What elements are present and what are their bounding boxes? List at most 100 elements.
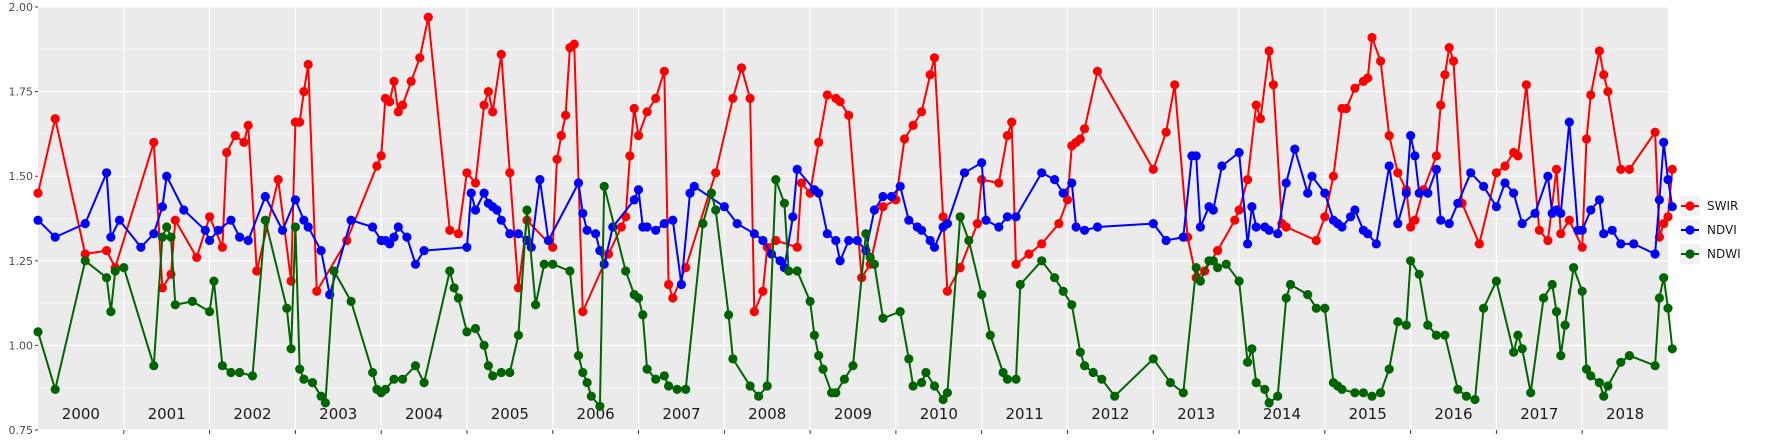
data-point <box>1024 249 1034 259</box>
year-label: 2007 <box>662 405 700 423</box>
data-point <box>1509 188 1519 198</box>
data-point <box>1594 378 1604 388</box>
data-point <box>1448 56 1459 66</box>
data-point <box>33 215 43 225</box>
data-point <box>1054 219 1064 229</box>
data-point <box>1320 188 1330 198</box>
data-point <box>1337 384 1347 394</box>
data-point <box>633 131 644 141</box>
data-point <box>50 384 60 394</box>
data-point <box>573 351 584 361</box>
data-point <box>235 367 245 378</box>
data-point <box>711 168 721 178</box>
data-point <box>114 215 125 225</box>
legend-item-ndwi: NDWI <box>1680 244 1741 264</box>
data-point <box>938 394 948 405</box>
data-point <box>591 229 601 239</box>
data-point <box>33 327 43 337</box>
data-point <box>535 175 545 185</box>
y-tick-label: 0.75 <box>9 424 34 437</box>
data-point <box>217 242 227 252</box>
data-point <box>556 131 566 141</box>
data-point <box>1358 388 1368 398</box>
data-point <box>1406 256 1416 266</box>
year-label: 2004 <box>405 405 443 423</box>
data-point <box>393 107 403 117</box>
data-point <box>277 225 288 235</box>
data-point <box>595 401 605 411</box>
data-point <box>1161 127 1171 137</box>
data-point <box>822 90 832 100</box>
data-point <box>668 293 678 303</box>
data-point <box>1268 80 1278 90</box>
data-point <box>462 327 472 337</box>
data-point <box>513 330 524 340</box>
data-point <box>1629 239 1639 249</box>
series-ndwi <box>33 175 1677 411</box>
data-point <box>1384 161 1394 171</box>
data-point <box>1075 347 1085 357</box>
data-point <box>389 76 399 86</box>
data-point <box>1517 344 1527 354</box>
data-point <box>822 229 832 239</box>
data-point <box>1002 212 1013 222</box>
data-point <box>955 212 965 222</box>
data-point <box>689 181 699 191</box>
data-point <box>672 384 682 394</box>
data-point <box>1479 181 1489 191</box>
data-point <box>1624 164 1634 174</box>
year-label: 2000 <box>62 405 100 423</box>
data-point <box>664 381 674 391</box>
data-point <box>1213 246 1223 256</box>
data-point <box>1659 137 1669 147</box>
y-tick-label: 1.25 <box>9 255 34 268</box>
data-point <box>1453 198 1463 208</box>
data-point <box>299 374 309 384</box>
data-point <box>410 259 421 269</box>
data-point <box>398 100 408 110</box>
data-point <box>1569 263 1579 273</box>
data-point <box>569 39 579 49</box>
data-point <box>573 178 584 188</box>
data-point <box>895 181 905 191</box>
data-point <box>724 310 734 320</box>
legend-item-ndvi: NDVI <box>1680 220 1737 240</box>
data-point <box>758 235 768 246</box>
data-point <box>1551 164 1562 174</box>
data-point <box>831 235 841 246</box>
data-point <box>1530 208 1540 218</box>
data-point <box>668 215 678 225</box>
data-point <box>209 276 219 286</box>
data-point <box>1148 354 1158 364</box>
data-point <box>423 12 433 22</box>
data-point <box>1401 320 1411 330</box>
data-point <box>1479 303 1489 313</box>
data-point <box>299 87 309 97</box>
data-point <box>895 307 905 317</box>
data-point <box>1586 371 1596 381</box>
data-point <box>1148 164 1158 174</box>
data-point <box>599 181 609 191</box>
legend-label: SWIR <box>1707 199 1738 213</box>
year-label: 2014 <box>1263 405 1301 423</box>
data-point <box>633 185 644 195</box>
year-label: 2017 <box>1520 405 1558 423</box>
legend-marker <box>1685 249 1695 259</box>
data-point <box>102 273 112 283</box>
data-point <box>775 256 785 266</box>
data-point <box>1599 229 1609 239</box>
data-point <box>1247 344 1257 354</box>
data-point <box>1513 151 1523 161</box>
data-point <box>685 188 695 198</box>
data-point <box>290 195 300 205</box>
data-point <box>410 361 421 371</box>
data-point <box>239 137 249 147</box>
data-point <box>1234 147 1244 158</box>
data-point <box>170 215 180 225</box>
data-point <box>1234 276 1244 286</box>
data-point <box>749 307 759 317</box>
data-point <box>243 120 253 130</box>
data-point <box>166 232 176 242</box>
data-point <box>222 147 232 158</box>
